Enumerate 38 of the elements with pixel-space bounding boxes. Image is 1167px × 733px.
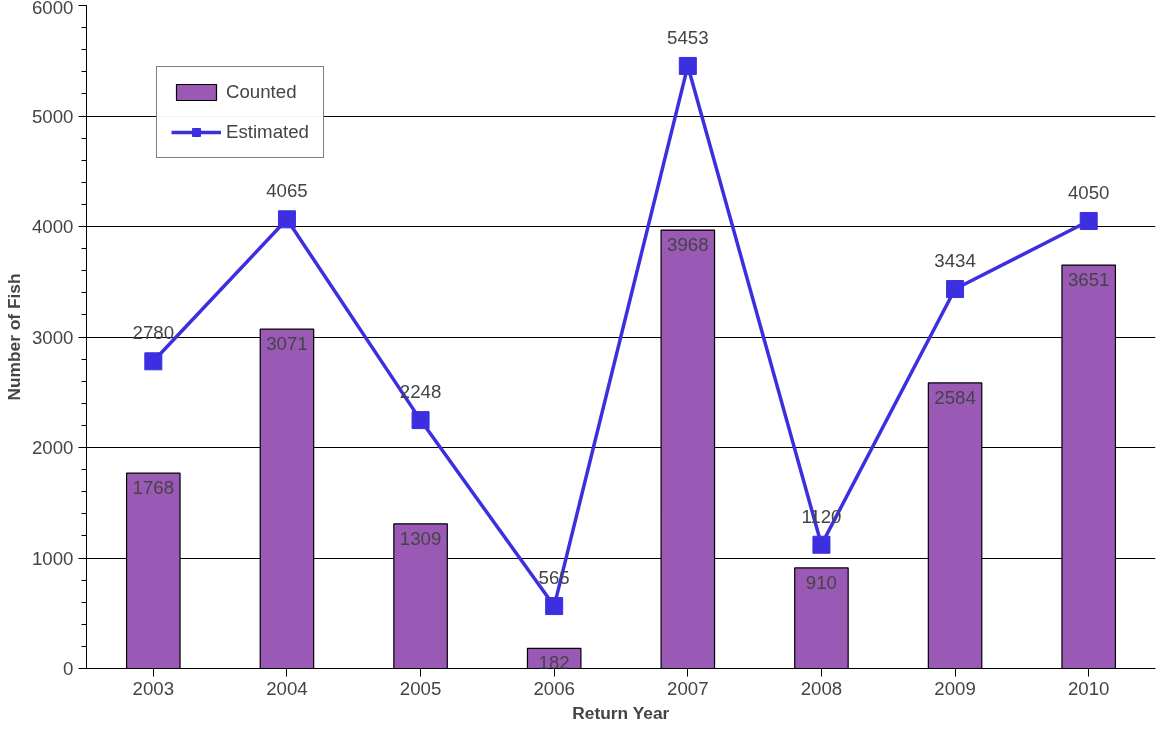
data-label: 5453 bbox=[667, 26, 709, 48]
point bbox=[1079, 211, 1098, 230]
x-axis-title: Return Year bbox=[572, 702, 670, 723]
x-tick-label: 2003 bbox=[132, 677, 175, 699]
point bbox=[277, 210, 296, 229]
x-tick-label: 2006 bbox=[533, 677, 575, 699]
data-label: 3968 bbox=[667, 234, 709, 256]
point bbox=[144, 352, 163, 371]
point bbox=[812, 535, 831, 554]
y-tick-label: 3000 bbox=[32, 326, 74, 348]
y-tick-label: 2000 bbox=[32, 437, 74, 458]
x-tick-label: 2004 bbox=[266, 677, 308, 699]
y-tick-label: 5000 bbox=[32, 105, 74, 127]
point bbox=[411, 411, 430, 430]
y-tick-label: 1000 bbox=[32, 547, 74, 569]
data-label: 1768 bbox=[132, 477, 175, 499]
x-tick-label: 2007 bbox=[667, 677, 709, 699]
x-tick-label: 2005 bbox=[399, 677, 442, 699]
data-label: 2584 bbox=[934, 386, 976, 408]
point bbox=[678, 56, 697, 75]
x-tick-label: 2009 bbox=[934, 677, 976, 699]
data-label: 4050 bbox=[1067, 181, 1110, 203]
legend-label: Estimated bbox=[226, 121, 309, 143]
y-tick-label: 0 bbox=[63, 658, 74, 679]
x-tick-label: 2008 bbox=[800, 677, 843, 699]
legend-label: Counted bbox=[226, 81, 297, 103]
point bbox=[946, 280, 965, 299]
y-tick-label: 4000 bbox=[32, 216, 74, 237]
data-label: 3651 bbox=[1067, 269, 1110, 291]
data-label: 3434 bbox=[934, 250, 976, 272]
data-label: 3071 bbox=[266, 333, 308, 355]
data-label: 910 bbox=[805, 571, 838, 593]
y-tick-label: 6000 bbox=[32, 0, 74, 18]
data-label: 1309 bbox=[399, 527, 442, 549]
x-tick-label: 2010 bbox=[1067, 677, 1110, 699]
point bbox=[545, 597, 564, 616]
data-label: 4065 bbox=[266, 180, 308, 202]
y-axis-title: Number of Fish bbox=[4, 273, 24, 401]
